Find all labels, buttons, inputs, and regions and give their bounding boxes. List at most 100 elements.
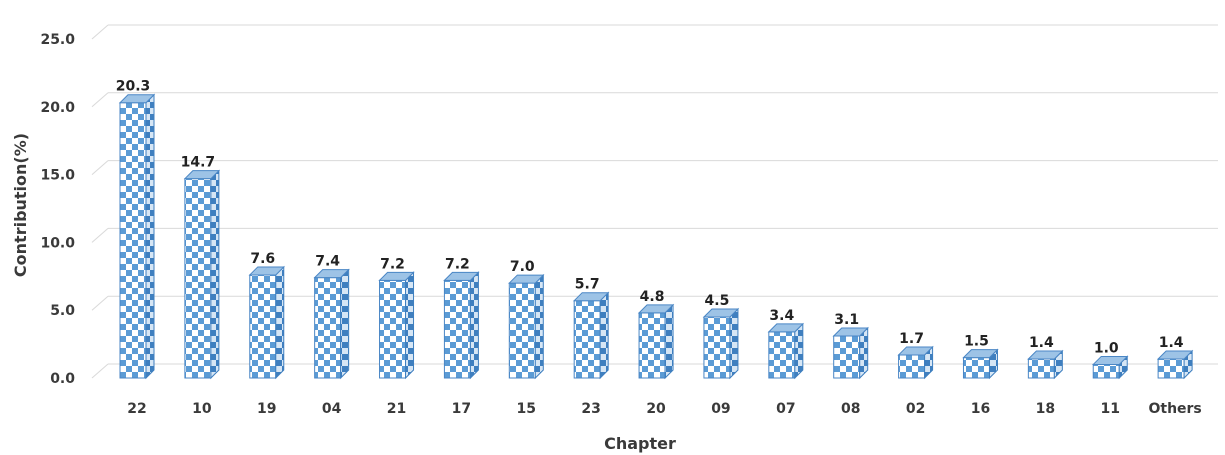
gridline-depth xyxy=(91,92,109,108)
bar-front xyxy=(898,354,926,379)
bar xyxy=(118,93,156,380)
x-tick-label: 09 xyxy=(711,401,730,417)
bar xyxy=(572,291,610,380)
bar-front xyxy=(314,277,342,379)
bar-top xyxy=(1156,350,1194,360)
bar-top xyxy=(508,274,545,284)
bar xyxy=(702,307,740,380)
bar-top xyxy=(443,271,480,281)
bar-top xyxy=(378,271,415,281)
bar-front xyxy=(443,279,471,379)
bar-top xyxy=(183,170,221,180)
x-tick-label: 20 xyxy=(646,401,666,417)
data-label: 1.7 xyxy=(899,331,924,347)
y-tick-label: 15.0 xyxy=(40,168,75,184)
bar-top xyxy=(313,269,350,279)
bar-front xyxy=(638,312,666,379)
bar xyxy=(962,348,999,380)
y-axis-ticks: 0.0 5.0 10.0 15.0 20.0 25.0 xyxy=(40,32,75,387)
bar xyxy=(508,273,545,380)
bar-side xyxy=(794,322,804,380)
x-tick-label: 11 xyxy=(1100,401,1119,417)
bars xyxy=(118,93,1194,380)
data-label: 7.6 xyxy=(250,251,275,267)
data-label: 5.7 xyxy=(575,277,600,293)
bar xyxy=(832,326,869,380)
bar-top xyxy=(702,308,740,318)
x-tick-label: 23 xyxy=(581,401,600,417)
data-label: 7.2 xyxy=(380,256,405,272)
y-tick-label: 0.0 xyxy=(50,371,75,387)
bar-front xyxy=(508,282,536,379)
bar-front xyxy=(249,274,277,379)
x-tick-label: 04 xyxy=(322,401,342,417)
data-label: 1.4 xyxy=(1029,335,1054,351)
data-label: 7.4 xyxy=(315,254,340,270)
gridline-depth xyxy=(91,363,109,379)
bar-top xyxy=(1027,350,1064,360)
x-tick-label: 19 xyxy=(257,401,276,417)
y-tick-label: 25.0 xyxy=(40,32,75,48)
gridline-depth xyxy=(91,24,109,40)
x-tick-label: 16 xyxy=(971,401,990,417)
x-tick-label: Others xyxy=(1148,401,1201,417)
bar-front xyxy=(1092,363,1120,379)
bar-front xyxy=(1027,358,1055,379)
y-tick-label: 5.0 xyxy=(50,303,75,319)
gridline-depth xyxy=(91,228,109,243)
x-tick-label: 10 xyxy=(192,401,212,417)
data-label: 3.4 xyxy=(769,308,794,324)
data-label: 20.3 xyxy=(116,79,151,95)
bar xyxy=(767,322,805,380)
gridline-depth xyxy=(91,160,109,175)
bar-top xyxy=(248,266,285,276)
gridlines xyxy=(91,24,1218,379)
x-tick-label: 08 xyxy=(841,401,860,417)
x-tick-label: 07 xyxy=(776,401,795,417)
bar xyxy=(443,271,480,380)
x-tick-label: 21 xyxy=(387,401,406,417)
bar-top xyxy=(118,94,156,104)
x-tick-label: 15 xyxy=(517,401,536,417)
bar-side xyxy=(145,93,155,380)
x-tick-label: 22 xyxy=(127,401,146,417)
y-axis-title: Contribution(%) xyxy=(11,133,30,277)
data-labels: 20.3 14.7 7.6 7.4 7.2 7.2 7.0 5.7 4.8 4.5 3.4 3.1 1.… xyxy=(116,79,1184,357)
bar xyxy=(378,271,415,380)
bar-side xyxy=(664,303,674,380)
data-label: 7.2 xyxy=(445,256,470,272)
bar-side xyxy=(340,268,350,380)
x-axis-ticks: 22 10 19 04 21 17 15 23 20 09 07 08 02 16 18 11 Others xyxy=(127,401,1202,417)
bar-side xyxy=(210,169,220,380)
bar-top xyxy=(832,327,869,337)
bar-side xyxy=(405,271,415,380)
data-label: 7.0 xyxy=(510,259,535,275)
bar-front xyxy=(184,178,212,379)
gridline-depth xyxy=(91,295,109,311)
bar-top xyxy=(767,323,805,333)
x-tick-label: 17 xyxy=(452,401,471,417)
y-tick-label: 10.0 xyxy=(40,235,75,251)
bar-front xyxy=(379,279,407,379)
data-label: 14.7 xyxy=(181,155,216,171)
bar-top xyxy=(962,349,999,359)
x-tick-label: 18 xyxy=(1036,401,1055,417)
bar-front xyxy=(119,102,147,379)
bar-side xyxy=(729,307,739,380)
x-tick-label: 02 xyxy=(906,401,925,417)
bar xyxy=(1027,349,1064,380)
bar-top xyxy=(572,292,610,302)
data-label: 1.0 xyxy=(1094,340,1119,356)
y-tick-label: 20.0 xyxy=(40,100,75,116)
bar-side xyxy=(599,291,609,380)
bar-top xyxy=(897,346,934,356)
bar-front xyxy=(573,300,601,379)
bar xyxy=(1092,355,1129,380)
bar-front xyxy=(833,335,861,379)
data-label: 1.5 xyxy=(964,334,989,350)
bar-top xyxy=(1092,355,1129,365)
bar-front xyxy=(1157,358,1185,379)
data-label: 3.1 xyxy=(834,312,859,328)
bar xyxy=(183,169,221,380)
